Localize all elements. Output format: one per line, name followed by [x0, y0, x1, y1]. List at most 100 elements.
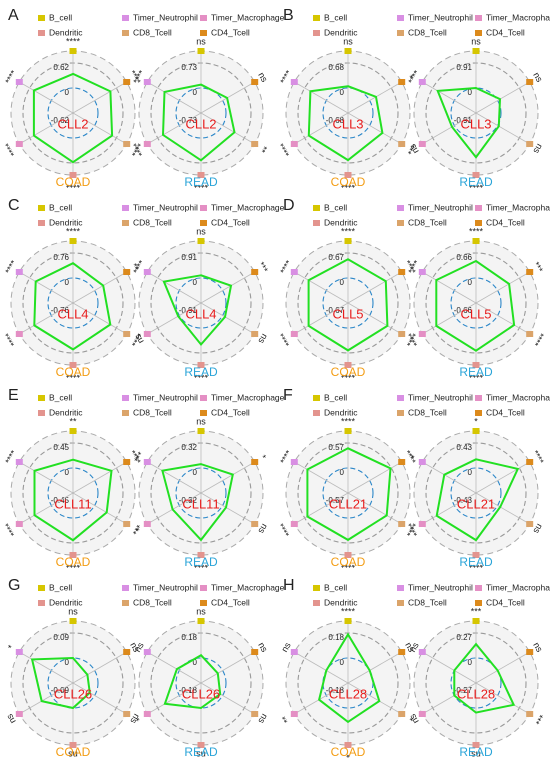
spoke: [422, 651, 477, 684]
r-tick-label: 0: [340, 658, 345, 667]
legend-label: Dendritic: [324, 217, 358, 227]
axis-marker: [69, 48, 77, 54]
spoke: [294, 302, 349, 335]
spoke: [294, 271, 349, 304]
value-polygon: [162, 274, 233, 347]
spoke: [475, 461, 530, 494]
gene-label: CLL11: [182, 496, 219, 511]
axis-marker: [526, 79, 534, 85]
legend-swatch: [38, 205, 45, 211]
axis-marker: [143, 649, 151, 655]
legend-swatch: [200, 30, 207, 36]
r-tick-label: 0: [193, 468, 198, 477]
spoke: [19, 492, 74, 525]
spoke: [294, 81, 349, 114]
spoke: [19, 651, 74, 684]
significance-label: ****: [469, 180, 484, 190]
axis-marker: [251, 521, 259, 527]
spoke: [147, 651, 202, 684]
significance-label: *: [134, 524, 145, 532]
legend-label: Dendritic: [49, 27, 83, 37]
spoke: [72, 682, 127, 715]
axis-marker: [69, 238, 77, 244]
value-polygon: [307, 258, 389, 352]
r-tick-label: 0.43: [456, 443, 472, 452]
spoke: [147, 112, 202, 145]
significance-label: ****: [469, 560, 484, 570]
spoke: [19, 302, 74, 335]
zero-grid-circle: [47, 657, 99, 709]
axis-marker: [69, 618, 77, 624]
legend-swatch: [397, 15, 404, 21]
r-tick-label: 0.91: [456, 63, 472, 72]
spoke: [347, 461, 402, 494]
significance-label: ns: [531, 71, 545, 85]
significance-label: *: [405, 73, 416, 81]
axis-marker: [15, 521, 23, 527]
r-tick-label: 0.32: [181, 443, 197, 452]
axis-marker: [418, 521, 426, 527]
legend-swatch: [122, 395, 129, 401]
r-tick-label: 0.18: [328, 633, 344, 642]
significance-label: ****: [194, 560, 209, 570]
axis-marker: [398, 269, 406, 275]
axis-marker: [418, 711, 426, 717]
axis-marker: [251, 141, 259, 147]
legend-swatch: [475, 220, 482, 226]
significance-label: **: [69, 416, 77, 426]
legend-label: Dendritic: [324, 407, 358, 417]
r-tick-label: 0.67: [328, 253, 344, 262]
spoke: [200, 271, 255, 304]
legend-label: B_cell: [49, 202, 72, 212]
legend-label: Timer_Macrophage: [211, 392, 285, 402]
legend-label: CD8_Tcell: [408, 597, 447, 607]
axis-marker: [143, 459, 151, 465]
spoke: [19, 271, 74, 304]
spoke: [475, 81, 530, 114]
cohort-label: READ: [184, 555, 218, 569]
value-polygon: [307, 85, 384, 162]
legend-swatch: [200, 205, 207, 211]
spoke: [72, 271, 127, 304]
zero-grid-circle: [322, 277, 374, 329]
r-tick-label: 0: [65, 658, 70, 667]
spoke: [72, 461, 127, 494]
legend-swatch: [122, 15, 129, 21]
spoke: [72, 492, 127, 525]
axis-marker: [344, 238, 352, 244]
legend-swatch: [397, 220, 404, 226]
legend-label: Timer_Neutrophil: [408, 202, 473, 212]
axis-marker: [472, 238, 480, 244]
axis-marker: [143, 269, 151, 275]
spoke: [200, 112, 255, 145]
spoke: [475, 651, 530, 684]
axis-marker: [123, 649, 131, 655]
significance-label: *: [409, 453, 420, 461]
axis-marker: [290, 521, 298, 527]
axis-marker: [418, 269, 426, 275]
axis-marker: [123, 711, 131, 717]
spoke: [475, 302, 530, 335]
r-tick-label: 0: [65, 468, 70, 477]
legend-swatch: [122, 585, 129, 591]
r-tick-label: 0.73: [181, 63, 197, 72]
legend-label: Timer_Macrophage: [211, 12, 285, 22]
legend-swatch: [122, 410, 129, 416]
axis-marker: [418, 331, 426, 337]
legend-label: CD4_Tcell: [486, 27, 525, 37]
legend-swatch: [122, 600, 129, 606]
zero-grid-circle: [47, 277, 99, 329]
significance-label: ns: [196, 36, 206, 46]
cohort-label: COAD: [56, 175, 91, 189]
value-polygon: [435, 259, 516, 352]
zero-grid-circle: [450, 277, 502, 329]
spoke: [19, 682, 74, 715]
legend-label: Timer_Neutrophil: [408, 582, 473, 592]
axis-marker: [251, 459, 259, 465]
r-tick-label: 0: [340, 468, 345, 477]
axis-marker: [15, 141, 23, 147]
spoke: [72, 302, 127, 335]
spoke: [422, 81, 477, 114]
gene-label: CLL5: [460, 306, 491, 321]
spoke: [147, 302, 202, 335]
